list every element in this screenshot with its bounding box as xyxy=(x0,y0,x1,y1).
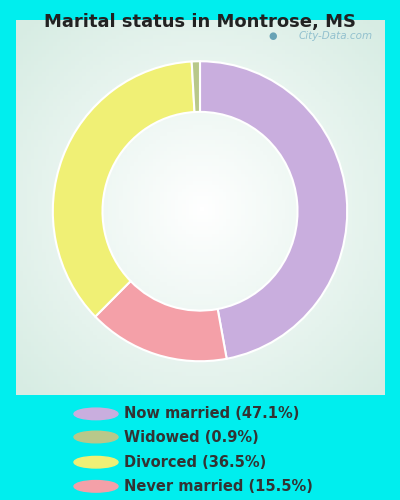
Circle shape xyxy=(74,480,118,492)
Text: City-Data.com: City-Data.com xyxy=(299,31,373,42)
Wedge shape xyxy=(95,281,227,361)
Circle shape xyxy=(74,431,118,443)
Wedge shape xyxy=(53,62,194,316)
Text: Divorced (36.5%): Divorced (36.5%) xyxy=(124,454,266,469)
Text: Marital status in Montrose, MS: Marital status in Montrose, MS xyxy=(44,12,356,30)
Wedge shape xyxy=(192,61,200,112)
Wedge shape xyxy=(200,61,347,359)
Circle shape xyxy=(74,456,118,468)
Circle shape xyxy=(74,408,118,420)
Text: Now married (47.1%): Now married (47.1%) xyxy=(124,406,299,422)
Text: ●: ● xyxy=(268,31,276,41)
Text: Never married (15.5%): Never married (15.5%) xyxy=(124,479,313,494)
Text: Widowed (0.9%): Widowed (0.9%) xyxy=(124,430,259,444)
